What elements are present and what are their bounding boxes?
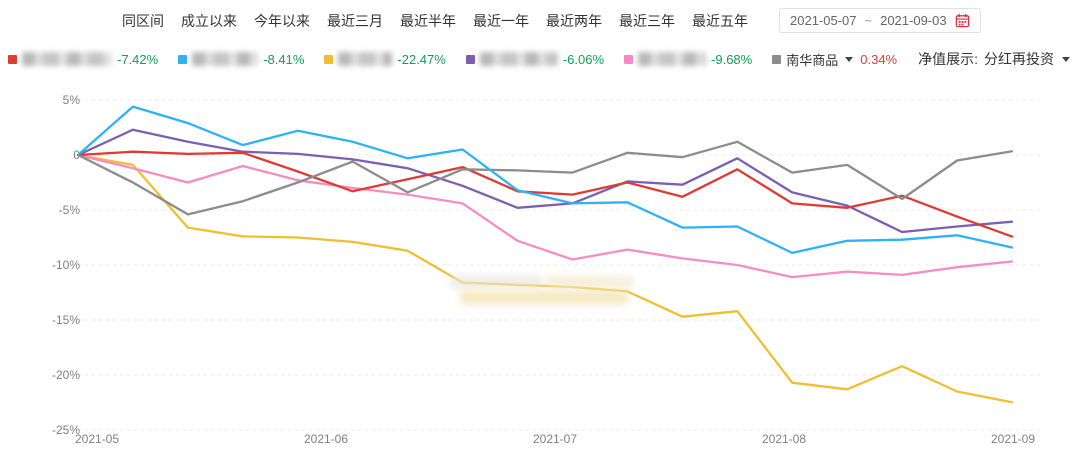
svg-text:2021-06: 2021-06 [304,432,348,446]
watermark-blur [460,291,628,304]
tab-5-years[interactable]: 最近五年 [692,12,748,29]
date-range-start[interactable]: 2021-05-07 [790,13,857,28]
calendar-icon[interactable] [955,13,970,28]
fund-name-blurred [638,52,707,66]
return-value: -7.42% [117,51,159,67]
svg-text:2021-09: 2021-09 [991,432,1035,446]
svg-text:-5%: -5% [59,203,81,217]
svg-text:-20%: -20% [52,368,80,382]
watermark-blur [450,276,542,288]
tab-3-years[interactable]: 最近三年 [619,12,675,29]
fund-name-blurred [338,52,393,66]
legend-item-fund-3[interactable]: -22.47% [324,51,446,67]
watermark-blur [546,276,634,288]
tab-same-period[interactable]: 同区间 [122,12,164,29]
svg-text:2021-05: 2021-05 [75,432,119,446]
svg-text:0: 0 [73,148,80,162]
date-range-end[interactable]: 2021-09-03 [880,13,947,28]
series-color-marker [624,54,634,64]
return-value: -9.68% [711,51,753,67]
series-color-marker [8,54,17,64]
return-value: -22.47% [397,51,446,67]
tab-2-years[interactable]: 最近两年 [546,12,602,29]
svg-text:2021-08: 2021-08 [762,432,806,446]
series-color-marker [772,54,782,64]
chart-legend: -7.42% -8.41% -22.47% -6.06% -9.68% 南华商品… [8,49,1072,69]
tab-ytd[interactable]: 今年以来 [254,12,310,29]
fund-name-blurred [479,52,558,66]
svg-text:5%: 5% [63,93,81,107]
benchmark-name[interactable]: 南华商品 [786,52,839,68]
tab-since-founding[interactable]: 成立以来 [181,12,237,29]
svg-text:-10%: -10% [52,258,80,272]
legend-item-fund-4[interactable]: -6.06% [465,51,605,67]
svg-text:-25%: -25% [52,423,80,437]
series-color-marker [178,54,188,64]
legend-item-fund-2[interactable]: -8.41% [178,52,304,67]
return-value: -6.06% [562,51,605,67]
svg-text:-15%: -15% [52,313,80,327]
series-color-marker [465,54,475,64]
period-tab-bar: 同区间 成立以来 今年以来 最近三月 最近半年 最近一年 最近两年 最近三年 最… [122,8,981,33]
tab-1-year[interactable]: 最近一年 [473,12,529,29]
return-value: 0.34% [860,51,898,67]
date-range-separator: ~ [864,13,873,28]
legend-item-benchmark[interactable]: 南华商品 0.34% [772,50,897,69]
chevron-down-icon[interactable] [845,56,854,62]
nav-display-control: 净值展示: 分红再投资 [918,49,1072,69]
series-color-marker [324,54,334,64]
fund-name-blurred [192,52,259,66]
fund-name-blurred [22,52,112,66]
nav-display-value[interactable]: 分红再投资 [984,51,1054,67]
svg-text:2021-07: 2021-07 [533,432,577,446]
tab-3-months[interactable]: 最近三月 [327,12,383,29]
return-value: -8.41% [263,51,305,67]
date-range-picker[interactable]: 2021-05-07 ~ 2021-09-03 [779,8,981,33]
legend-item-fund-1[interactable]: -7.42% [8,52,158,67]
nav-display-label: 净值展示: [918,51,978,67]
chevron-down-icon[interactable] [1062,56,1070,62]
legend-item-fund-5[interactable]: -9.68% [624,52,752,67]
tab-6-months[interactable]: 最近半年 [400,12,456,29]
